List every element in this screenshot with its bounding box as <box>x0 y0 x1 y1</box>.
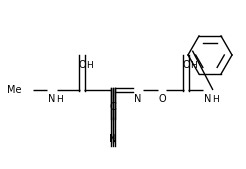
Text: N: N <box>48 94 56 104</box>
Text: O: O <box>78 60 86 70</box>
Text: H: H <box>86 61 93 70</box>
Text: N: N <box>204 94 212 104</box>
Text: O: O <box>182 60 190 70</box>
Text: H: H <box>190 61 197 70</box>
Text: H: H <box>56 95 63 104</box>
Text: C: C <box>110 102 116 112</box>
Text: H: H <box>212 95 219 104</box>
Text: Me: Me <box>7 85 22 95</box>
Text: O: O <box>158 94 166 104</box>
Text: N: N <box>134 94 142 104</box>
Text: N: N <box>109 134 117 144</box>
